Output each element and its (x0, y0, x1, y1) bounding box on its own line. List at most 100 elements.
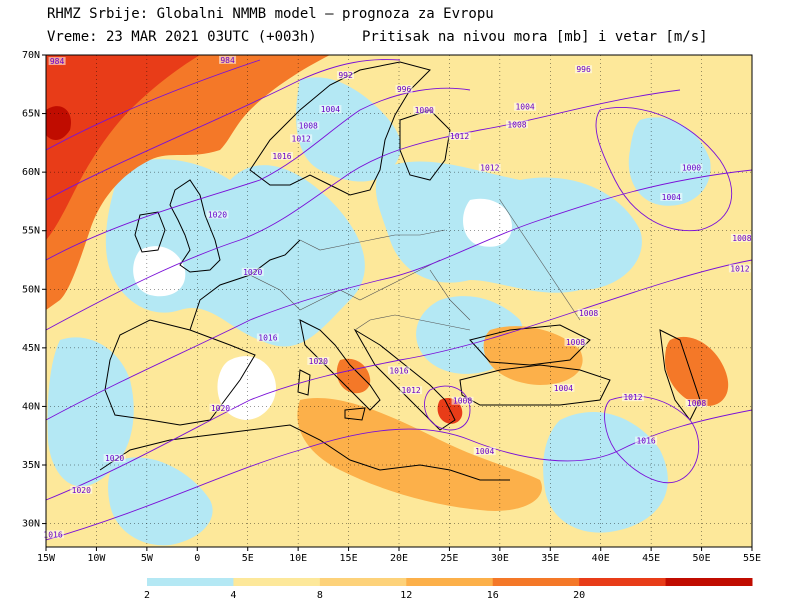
lon-tick-label: 25E (440, 553, 458, 564)
lon-tick-label: 40E (592, 553, 610, 564)
lat-tick-label: 40N (22, 401, 40, 412)
lat-tick-label: 35N (22, 460, 40, 471)
isobar-label: 1020 (211, 404, 230, 413)
isobar-label-bg (307, 356, 330, 365)
isobar-label-bg (577, 308, 600, 317)
isobar-label-bg (552, 383, 575, 392)
colorbar-segment (233, 578, 321, 586)
isobar-label-bg (730, 233, 753, 242)
axis-ticks: 70N 65N 60N 55N 50N 45N 40N 35N 30N 15W 10W 5W 0 5E 10… (22, 50, 761, 564)
lon-tick-label: 20E (390, 553, 408, 564)
colorbar-label: 12 (400, 590, 412, 600)
isobar-label-bg (219, 55, 237, 64)
isobar-label: 1012 (401, 386, 420, 395)
colorbar-segment (406, 578, 494, 586)
isobar-label-bg (271, 151, 294, 160)
isobar-label-bg (241, 267, 264, 276)
isobar-label: 1004 (321, 105, 340, 114)
isobar-label-bg (473, 447, 496, 456)
isobar-label: 1012 (730, 264, 749, 273)
lat-tick-label: 30N (22, 519, 40, 530)
map-title: RHMZ Srbije: Globalni NMMB model — progn… (47, 6, 494, 22)
isobar-label-bg (319, 105, 342, 114)
isobars (46, 59, 752, 541)
lat-tick-label: 50N (22, 284, 40, 295)
isobar-label-bg (514, 102, 537, 111)
lat-tick-label: 65N (22, 109, 40, 120)
lon-tick-label: 55E (743, 553, 761, 564)
wind-speed-field (46, 55, 752, 547)
isobar-label: 1016 (258, 333, 277, 342)
borders (249, 199, 581, 331)
lon-tick-label: 5W (141, 553, 154, 564)
colorbar-label: 16 (487, 590, 499, 600)
isobar-label-bg (564, 338, 587, 347)
isobar-label: 1008 (687, 399, 706, 408)
isobar-label: 1004 (475, 447, 494, 456)
wind-speed-colorbar: 2 4 8 12 16 20 (144, 578, 753, 600)
isobar-label-bg (478, 163, 501, 172)
isobar-label-bg (660, 192, 683, 201)
colorbar-segment (492, 578, 580, 586)
isobar-label-bg (256, 333, 279, 342)
isobar-label: 1012 (450, 132, 469, 141)
isobar-label-bg (48, 57, 66, 66)
isobar-label-bg (728, 264, 751, 273)
isobar-label: 1020 (208, 210, 227, 219)
isobar-label-bg (290, 134, 313, 143)
lon-tick-label: 35E (541, 553, 559, 564)
isobar-label: 1008 (507, 120, 526, 129)
isobar-label-bg (635, 436, 658, 445)
isobar-label: 1012 (292, 134, 311, 143)
isobar-label: 1012 (623, 393, 642, 402)
lat-tick-label: 55N (22, 226, 40, 237)
colorbar-label: 2 (144, 590, 150, 600)
isobar-label: 1008 (579, 309, 598, 318)
isobar-label-bg (388, 366, 410, 375)
isobar-label-bg (451, 396, 474, 405)
isobar-label: 1020 (105, 454, 124, 463)
lon-tick-label: 5E (242, 553, 254, 564)
isobar-label: 996 (397, 85, 412, 94)
colorbar-segment (579, 578, 667, 586)
isobar-label-bg (337, 71, 355, 80)
lon-tick-label: 15W (37, 553, 56, 564)
lon-tick-label: 30E (491, 553, 509, 564)
isobar-label: 1004 (515, 103, 534, 112)
isobar-label: 1016 (636, 437, 655, 446)
isobar-label: 1000 (682, 164, 701, 173)
isobar-label: 1016 (389, 366, 408, 375)
colorbar-segment (665, 578, 753, 586)
isobar-label: 1000 (415, 106, 434, 115)
isobar-label-bg (297, 121, 320, 130)
isobar-label: 1016 (272, 152, 291, 161)
isobar-label-bg (506, 120, 529, 129)
isobar-label: 984 (50, 57, 65, 66)
lon-tick-label: 15E (340, 553, 358, 564)
colorbar-segment (319, 578, 407, 586)
forecast-time: Vreme: 23 MAR 2021 03UTC (+003h) (47, 29, 317, 45)
lat-tick-label: 45N (22, 343, 40, 354)
lon-tick-label: 10W (87, 553, 106, 564)
isobar-label: 992 (338, 71, 353, 80)
isobar-label-bg (413, 106, 436, 115)
isobar-label: 1008 (299, 121, 318, 130)
isobar-label: 1008 (453, 397, 472, 406)
isobar-label-bg (621, 393, 644, 402)
isobar-label-bg (685, 399, 708, 408)
lon-tick-label: 10E (289, 553, 307, 564)
isobar-label-bg (42, 530, 65, 539)
isobar-label-bg (395, 85, 413, 94)
colorbar-label: 8 (317, 590, 323, 600)
isobar-label-bg (575, 65, 593, 74)
colorbar-label: 20 (573, 590, 585, 600)
gridlines (46, 55, 752, 547)
isobar-label: 1016 (43, 530, 62, 539)
isobar-label: 1020 (72, 486, 91, 495)
isobar-label: 1004 (662, 193, 681, 202)
isobar-label: 1020 (309, 357, 328, 366)
isobar-label: 1020 (243, 268, 262, 277)
lon-tick-label: 0 (194, 553, 200, 564)
